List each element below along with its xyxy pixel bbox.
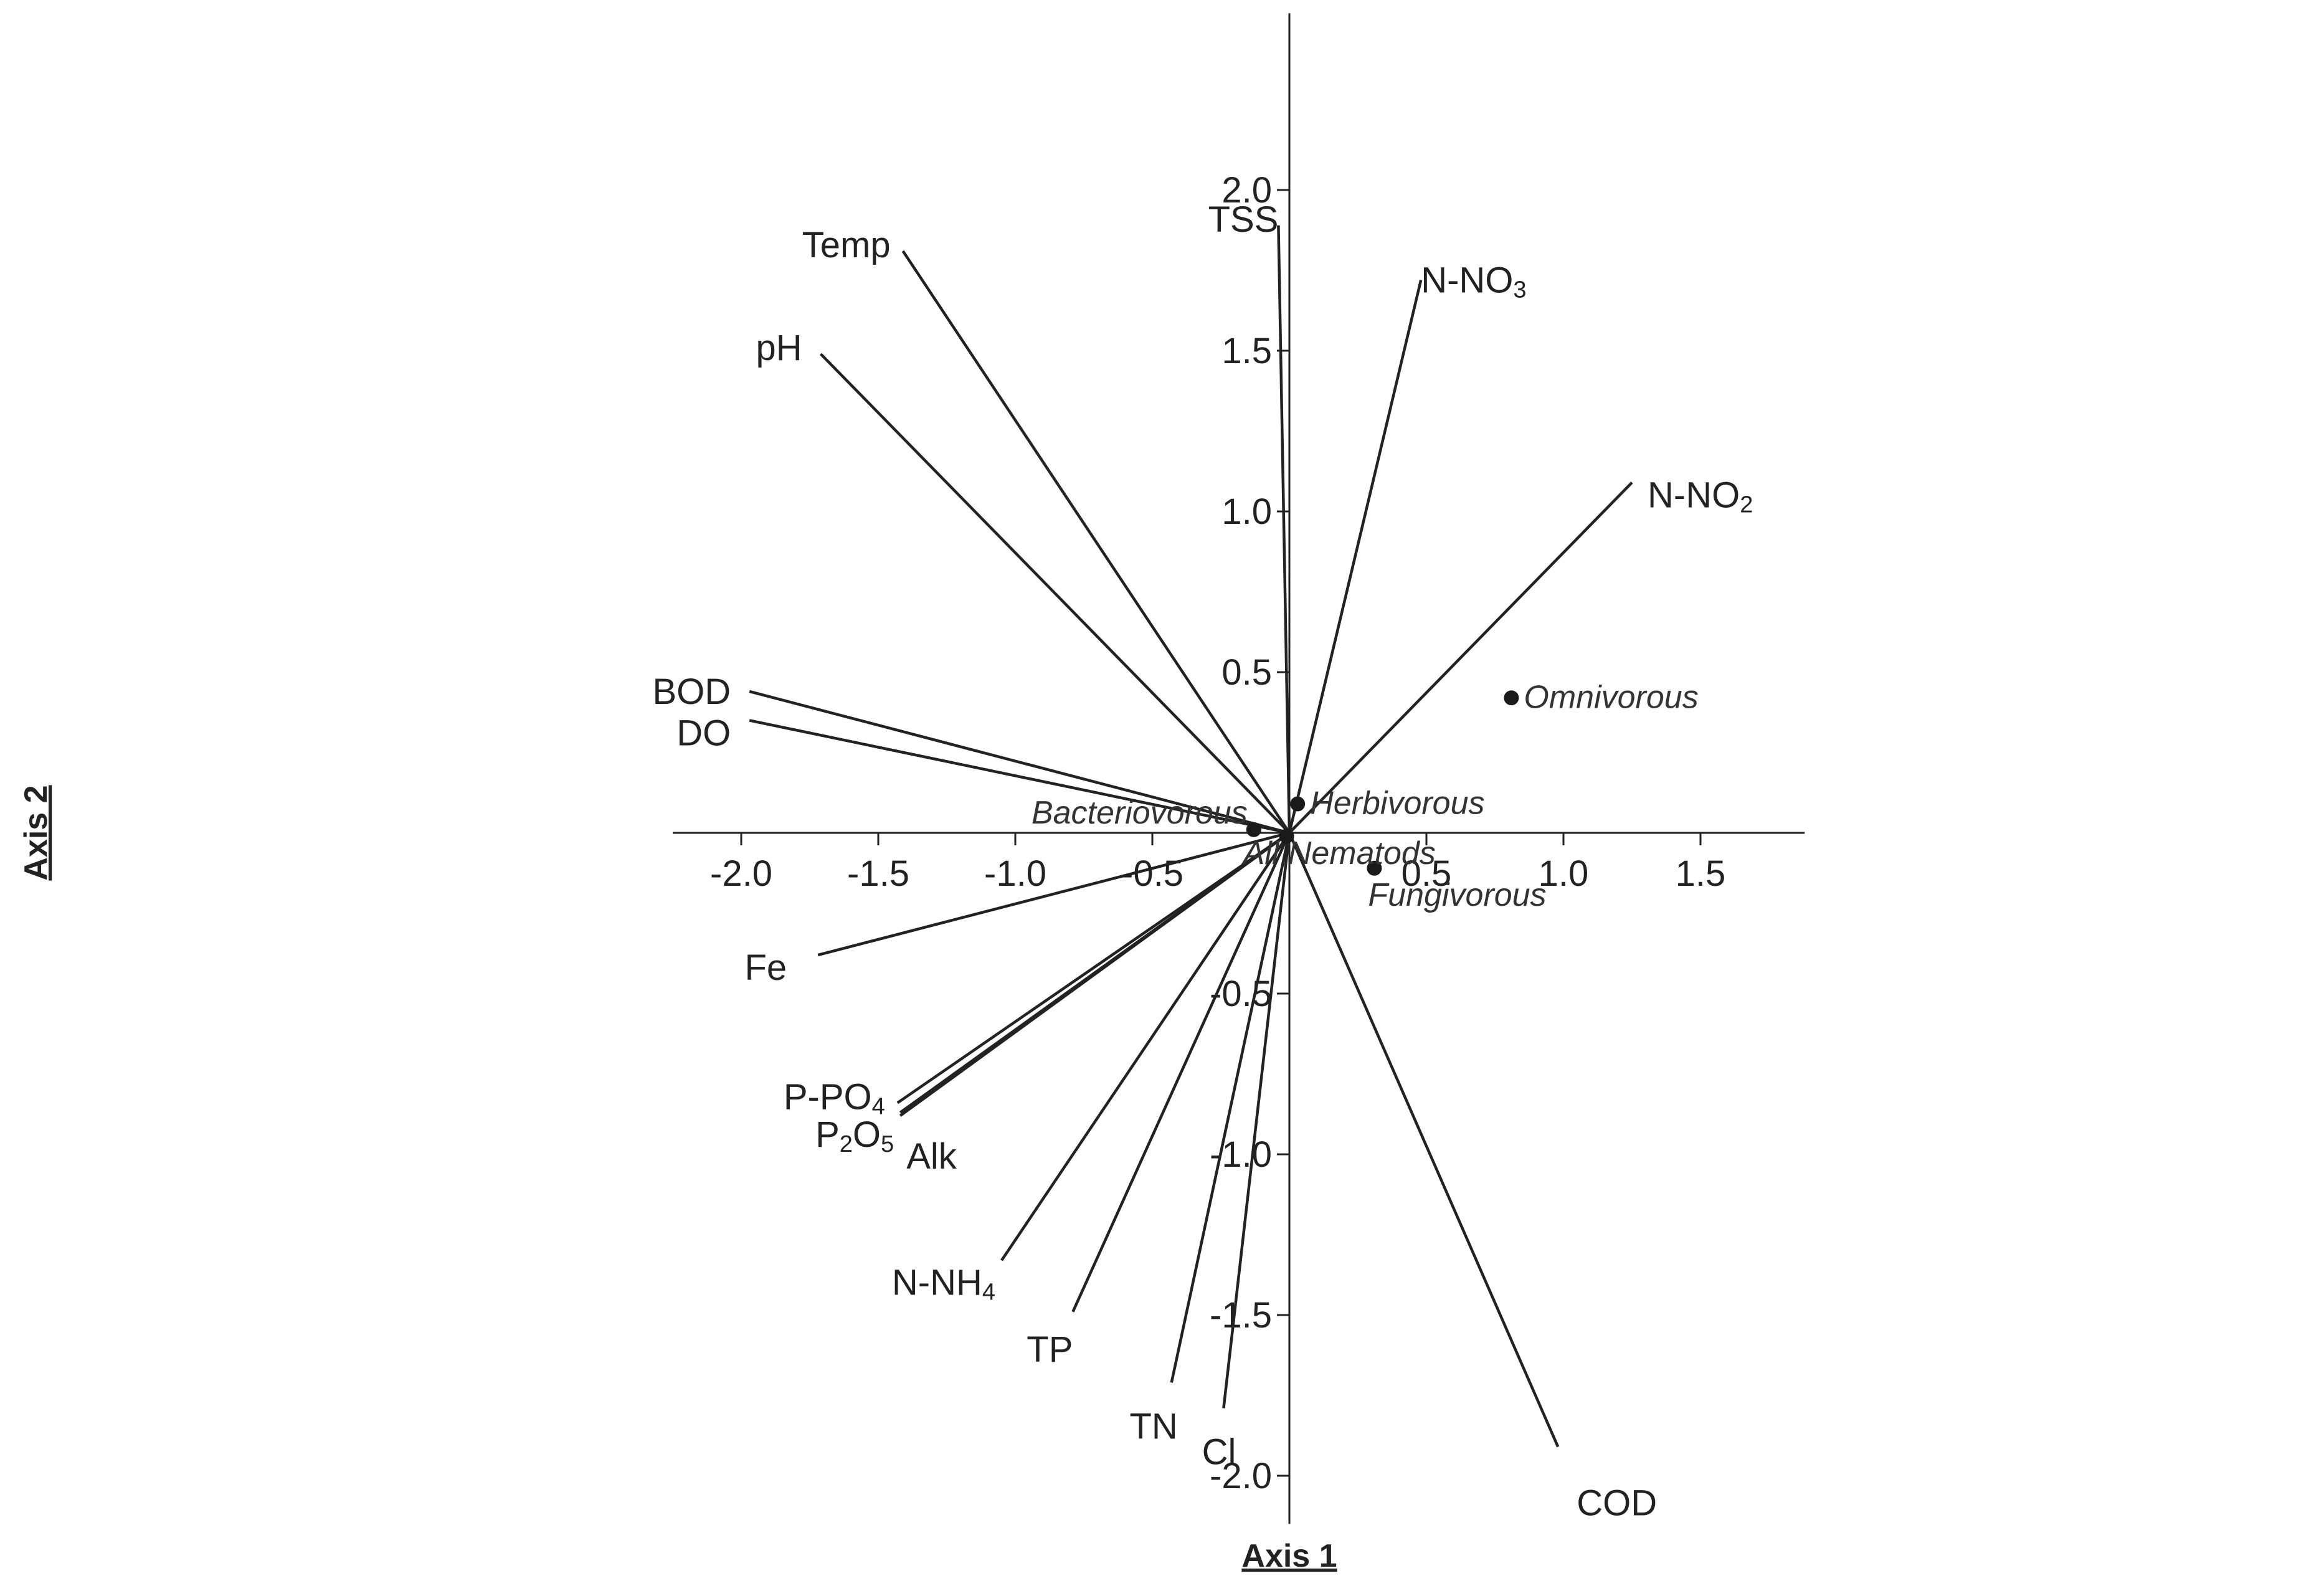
nematode-groups: Omnivorous Herbivorous Bacteriovorous Fungi… xyxy=(1032,679,1699,913)
vector-label: Cl xyxy=(1202,1432,1236,1473)
group-point xyxy=(1504,690,1519,706)
x-axis-title: Axis 1 xyxy=(1241,1538,1337,1574)
x-tick-label: -2.0 xyxy=(710,853,772,894)
vector-label: N-NO3 xyxy=(1421,260,1526,303)
group-omnivorous: Omnivorous xyxy=(1504,679,1699,715)
vector-line xyxy=(749,690,1290,835)
vector-line xyxy=(1000,832,1291,1261)
vector-n-no3: N-NO3 xyxy=(1288,260,1527,833)
vector-label: N-NH4 xyxy=(892,1262,995,1305)
vector-label: BOD xyxy=(653,672,731,712)
vector-p-po4: P-PO4 xyxy=(784,832,1291,1119)
axis-titles: Axis 1 Axis 2 xyxy=(18,785,1337,1574)
vector-line xyxy=(1288,481,1633,834)
vector-line xyxy=(819,353,1291,834)
vector-line xyxy=(1277,225,1291,833)
vector-label: N-NO2 xyxy=(1648,475,1753,518)
vector-line xyxy=(899,832,1291,1117)
group-bacteriovorous: Bacteriovorous xyxy=(1032,795,1261,837)
vector-line xyxy=(749,719,1290,835)
group-point xyxy=(1246,822,1261,837)
group-label: Fungivorous xyxy=(1368,877,1546,913)
y-tick-label: -0.5 xyxy=(1210,974,1272,1014)
vector-line xyxy=(1170,832,1291,1383)
x-tick-label: 1.5 xyxy=(1676,853,1726,894)
vector-line xyxy=(1288,832,1560,1448)
group-point xyxy=(1367,860,1382,876)
group-label: Omnivorous xyxy=(1524,679,1698,715)
vector-line xyxy=(896,832,1291,1104)
vector-do: DO xyxy=(676,713,1290,835)
vector-line xyxy=(1071,832,1291,1313)
vector-tp: TP xyxy=(1027,832,1291,1370)
group-herbivorous: Herbivorous xyxy=(1290,786,1485,822)
y-tick-label: 1.5 xyxy=(1221,331,1272,371)
axes: -2.0 -1.5 -1.0 -0.5 0.5 1.0 1.52.01.51.00.5-0.… xyxy=(673,13,1805,1524)
x-tick-label: 1.0 xyxy=(1539,853,1589,894)
vector-label: Alk xyxy=(906,1136,957,1177)
vector-label: Fe xyxy=(745,947,787,988)
vector-cod: COD xyxy=(1288,832,1657,1524)
vector-alk: Alk xyxy=(899,832,1291,1177)
group-point xyxy=(1279,829,1294,844)
vector-label: P-PO4 xyxy=(784,1076,885,1119)
group-all-nematods: All Nematods xyxy=(1241,829,1436,871)
x-tick-label: -1.5 xyxy=(847,853,909,894)
vector-temp: Temp xyxy=(802,225,1291,834)
vector-cl: Cl xyxy=(1202,832,1291,1473)
y-tick-label: -2.0 xyxy=(1210,1456,1272,1496)
vector-label: TP xyxy=(1027,1329,1073,1370)
vector-line xyxy=(1288,279,1423,833)
group-label: Bacteriovorous xyxy=(1032,795,1248,831)
vector-fe: Fe xyxy=(745,831,1290,988)
group-fungivorous: Fungivorous xyxy=(1367,860,1547,913)
vector-n-no2: N-NO2 xyxy=(1288,475,1753,834)
y-tick-label: 0.5 xyxy=(1221,652,1272,693)
y-tick-label: 1.0 xyxy=(1221,491,1272,532)
vector-tss: TSS xyxy=(1208,199,1291,833)
vector-ph: pH xyxy=(756,328,1291,834)
y-axis-title: Axis 2 xyxy=(18,785,54,880)
vector-bod: BOD xyxy=(653,672,1290,835)
vector-tn: TN xyxy=(1129,832,1291,1446)
vector-label: Temp xyxy=(802,225,891,265)
vector-label: P2O5 xyxy=(815,1114,894,1157)
y-tick-label: -1.5 xyxy=(1210,1295,1272,1336)
vector-label: TN xyxy=(1129,1406,1177,1446)
y-tick-label: 2.0 xyxy=(1221,170,1272,211)
group-label: Herbivorous xyxy=(1310,786,1484,822)
x-tick-label: -1.0 xyxy=(984,853,1046,894)
vector-line xyxy=(901,250,1291,834)
vector-label: pH xyxy=(756,328,802,368)
vector-label: TSS xyxy=(1208,199,1279,240)
x-tick-label: 0.5 xyxy=(1402,853,1452,894)
vector-n-nh4: N-NH4 xyxy=(892,832,1291,1305)
group-label: All Nematods xyxy=(1241,835,1436,871)
vector-line xyxy=(1222,832,1291,1408)
vector-label: COD xyxy=(1577,1483,1657,1524)
vector-line xyxy=(817,831,1290,957)
group-point xyxy=(1290,796,1306,812)
vector-label: DO xyxy=(676,713,731,753)
